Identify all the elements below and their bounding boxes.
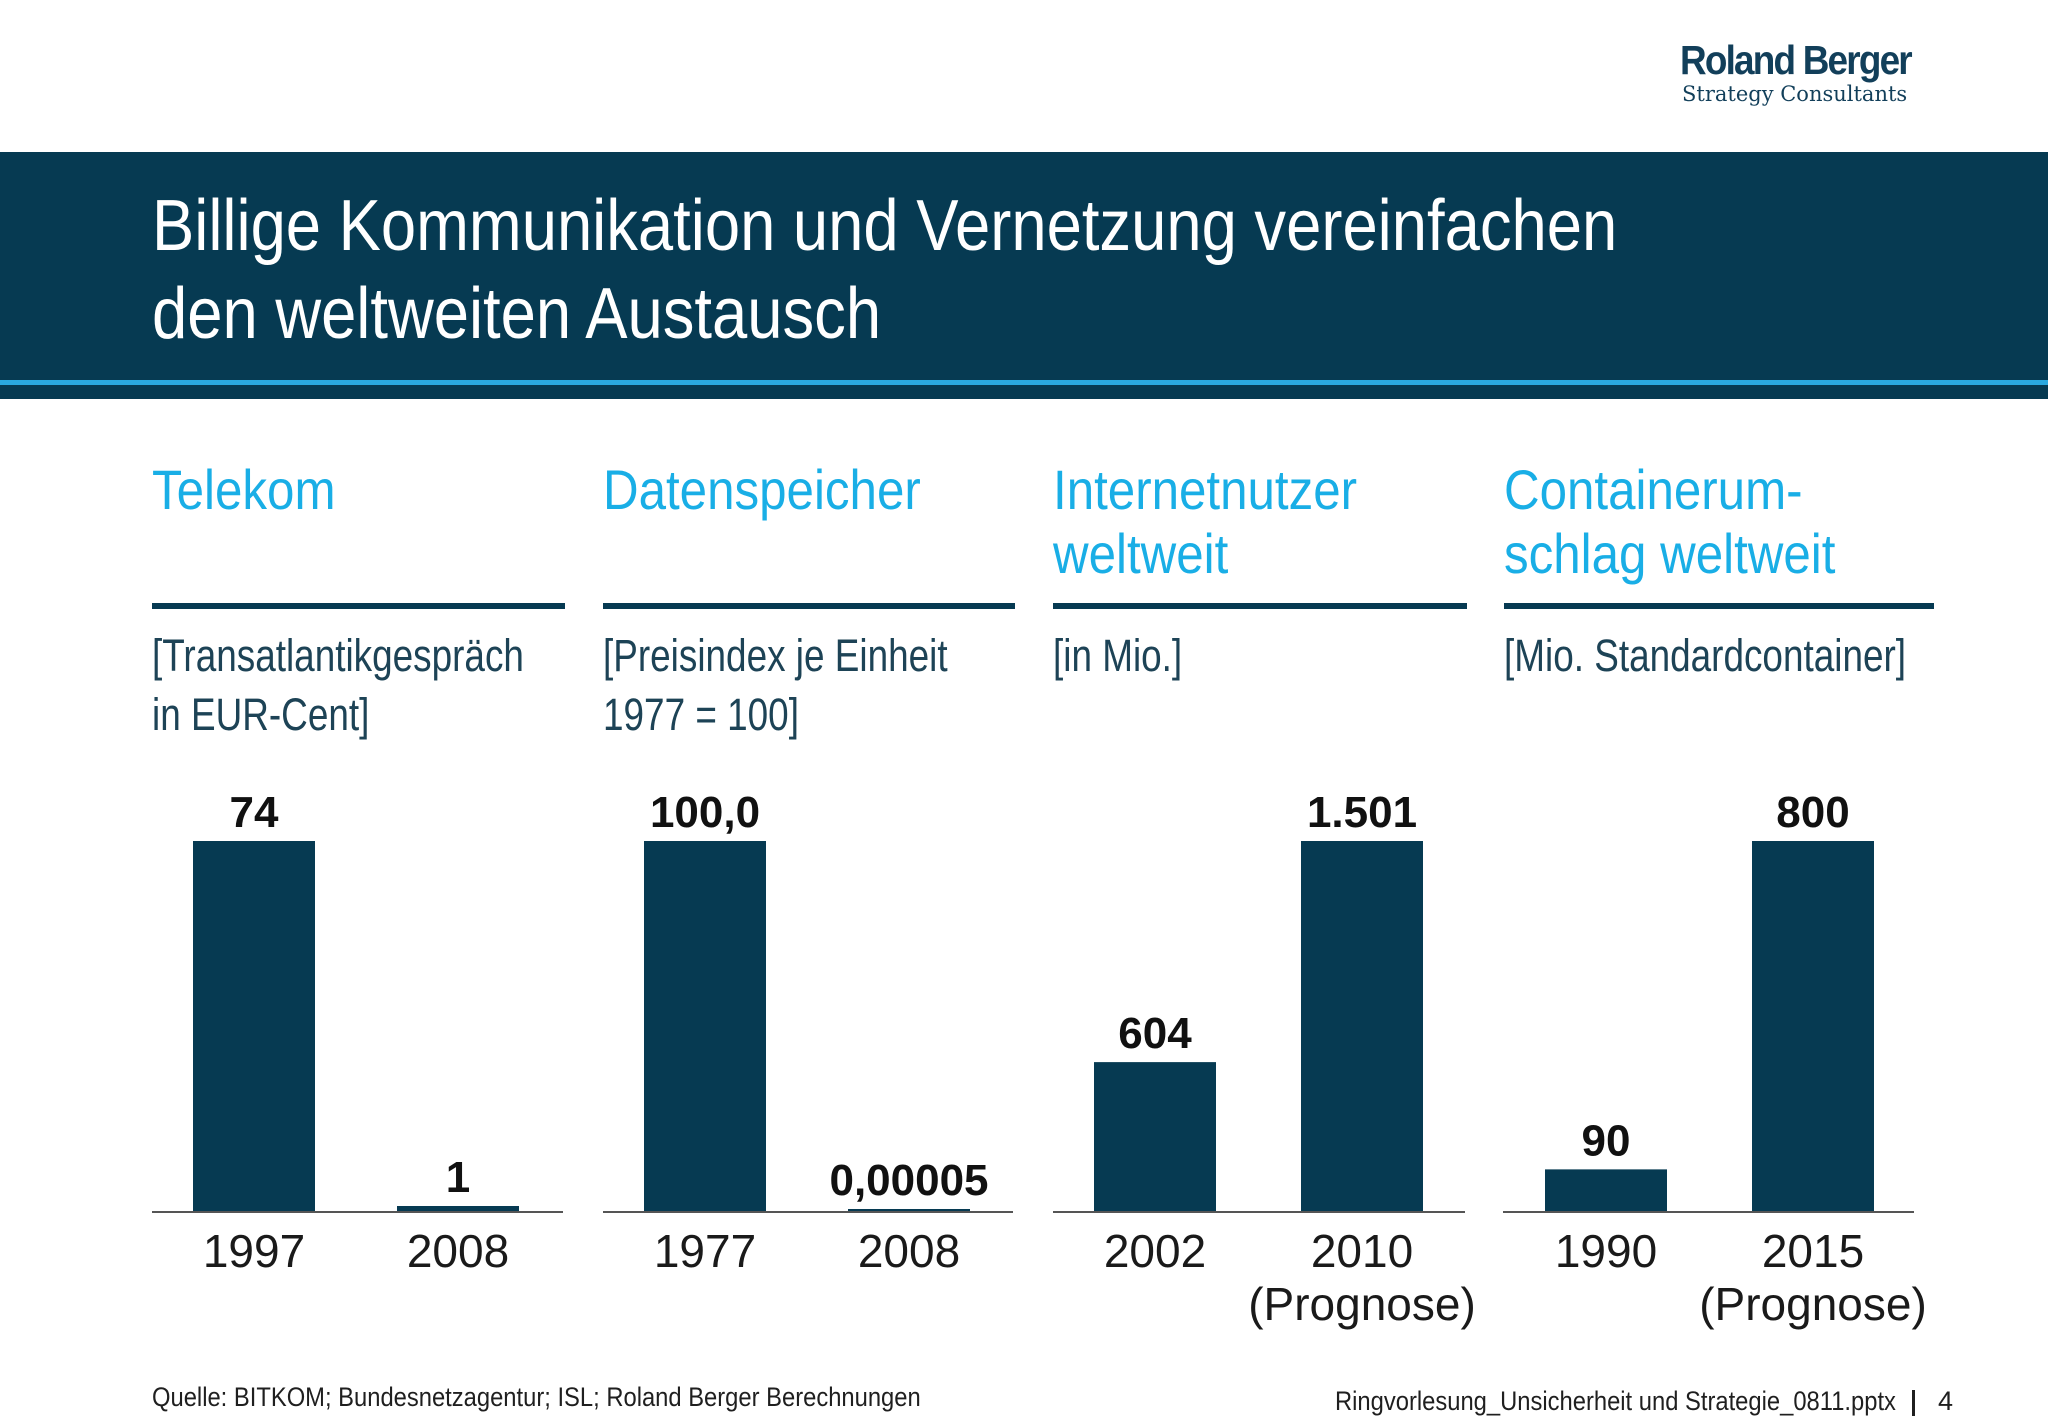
title-band-accent-line <box>0 380 2048 385</box>
x-tick-label: 1997 <box>203 1225 305 1277</box>
panel-title-line: Datenspeicher <box>603 458 921 521</box>
slide-title: Billige Kommunikation und Vernetzung ver… <box>152 182 1789 358</box>
panel-subtitle-datenspeicher: [Preisindex je Einheit 1977 = 100] <box>603 626 948 744</box>
bar <box>1545 1169 1667 1211</box>
logo-tagline: Strategy Consultants <box>1682 82 1908 106</box>
bar-value-label: 90 <box>1582 1116 1631 1165</box>
x-tick-label: 1977 <box>654 1225 756 1277</box>
panel-rule-datenspeicher <box>603 603 1015 609</box>
slide-title-line-2: den weltweiten Austausch <box>152 274 882 354</box>
source-note: Quelle: BITKOM; Bundesnetzagentur; ISL; … <box>152 1382 921 1412</box>
bar-value-label: 604 <box>1118 1009 1192 1058</box>
x-tick-label: (Prognose) <box>1248 1278 1476 1330</box>
panel-subtitle-line: [Preisindex je Einheit <box>603 630 948 681</box>
panel-title-line: Containerum- <box>1504 458 1803 521</box>
panel-title-internetnutzer: Internetnutzer weltweit <box>1053 458 1357 586</box>
bar-value-label: 0,00005 <box>829 1156 988 1205</box>
panel-subtitle-line: in EUR-Cent] <box>152 689 370 740</box>
panel-subtitle-telekom: [Transatlantikgespräch in EUR-Cent] <box>152 626 524 744</box>
panel-title-line: schlag weltweit <box>1504 522 1836 585</box>
panel-rule-telekom <box>152 603 565 609</box>
panel-title-line: weltweit <box>1053 522 1229 585</box>
x-tick-label: 2002 <box>1104 1225 1206 1277</box>
x-tick-label: 1990 <box>1555 1225 1657 1277</box>
bar-value-label: 74 <box>230 788 279 837</box>
panel-subtitle-internetnutzer: [in Mio.] <box>1053 626 1182 685</box>
x-tick-label: 2015 <box>1762 1225 1864 1277</box>
bar <box>1752 841 1874 1211</box>
panel-title-line: Telekom <box>152 458 336 521</box>
panel-subtitle-line: 1977 = 100] <box>603 689 799 740</box>
panel-rule-containerumschlag <box>1504 603 1934 609</box>
footer-filename: Ringvorlesung_Unsicherheit und Strategie… <box>1335 1386 1896 1416</box>
bar-value-label: 1.501 <box>1307 788 1417 837</box>
title-band <box>0 152 2048 380</box>
x-tick-label: 2008 <box>407 1225 509 1277</box>
panel-title-datenspeicher: Datenspeicher <box>603 458 921 522</box>
bar-value-label: 800 <box>1776 788 1849 837</box>
panel-title-line: Internetnutzer <box>1053 458 1358 521</box>
panel-title-telekom: Telekom <box>152 458 336 522</box>
bar-value-label: 100,0 <box>650 788 760 837</box>
logo-wordmark: Roland Berger <box>1680 37 1913 83</box>
bar <box>1301 841 1423 1211</box>
panel-subtitle-line: [Mio. Standardcontainer] <box>1504 630 1907 681</box>
x-tick-label: 2008 <box>858 1225 960 1277</box>
panel-subtitle-containerumschlag: [Mio. Standardcontainer] <box>1504 626 1906 685</box>
bar <box>397 1206 519 1211</box>
bar <box>848 1209 970 1211</box>
bar <box>1094 1062 1216 1211</box>
panel-subtitle-line: [in Mio.] <box>1053 630 1183 681</box>
x-tick-label: (Prognose) <box>1699 1278 1927 1330</box>
page-number: 4 <box>1938 1386 1954 1416</box>
footer-separator <box>1912 1390 1915 1416</box>
slide-title-line-1: Billige Kommunikation und Vernetzung ver… <box>152 186 1618 266</box>
x-tick-label: 2010 <box>1311 1225 1413 1277</box>
bar <box>644 841 766 1211</box>
panel-subtitle-line: [Transatlantikgespräch <box>152 630 524 681</box>
panel-title-containerumschlag: Containerum- schlag weltweit <box>1504 458 1835 586</box>
panel-rule-internetnutzer <box>1053 603 1467 609</box>
bar <box>193 841 315 1211</box>
title-band-bottom-strip <box>0 385 2048 399</box>
roland-berger-logo: Roland Berger Strategy Consultants <box>1680 38 1920 106</box>
bar-value-label: 1 <box>446 1153 470 1202</box>
